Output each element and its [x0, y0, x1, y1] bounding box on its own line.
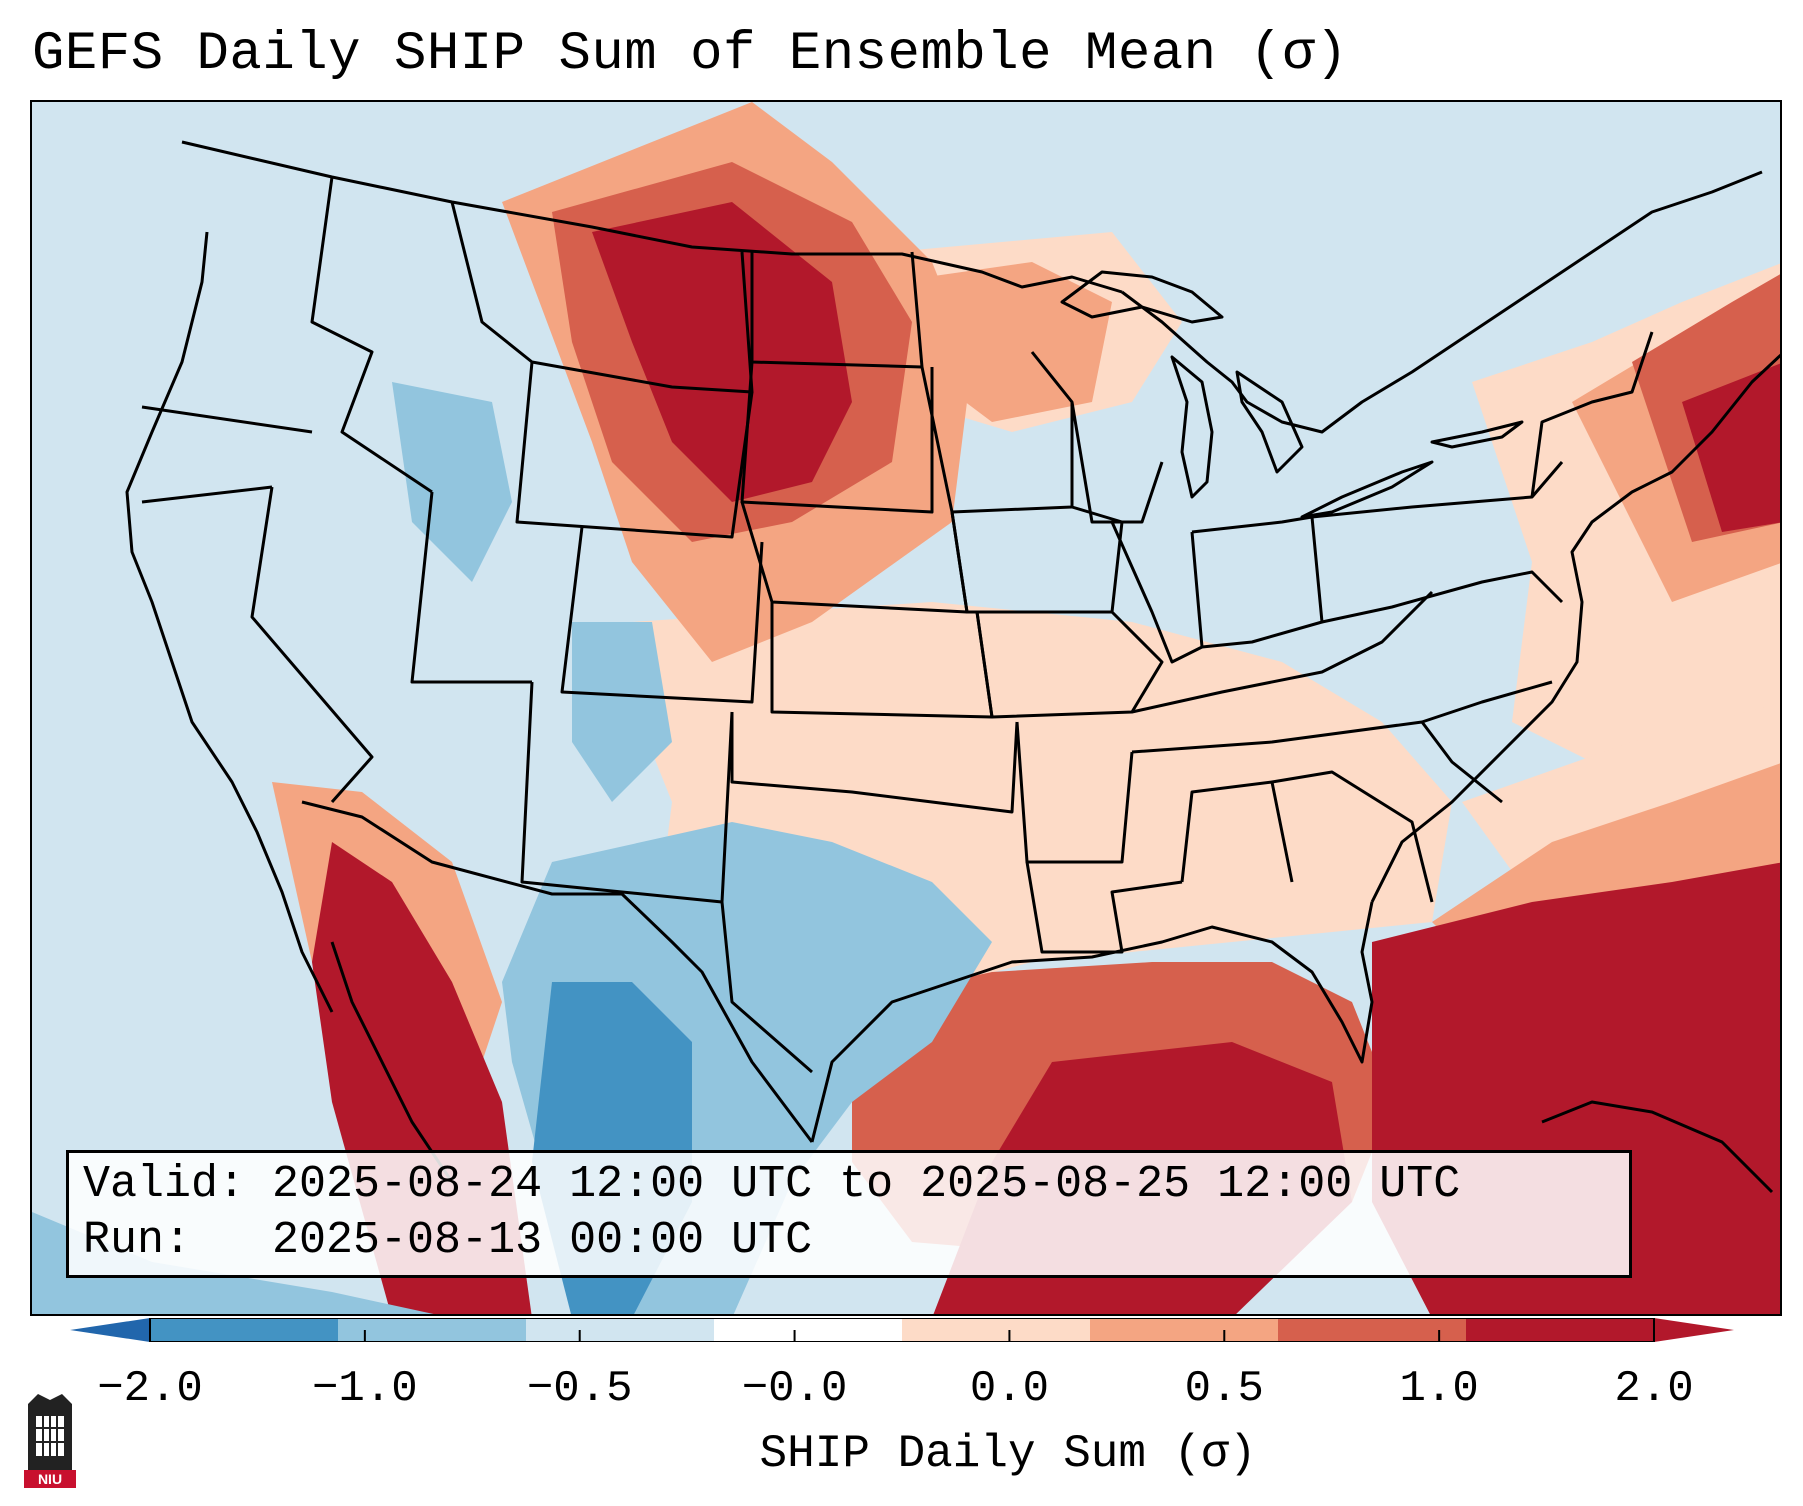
state-line-ms-al — [1180, 780, 1294, 883]
state-line-la-ms — [1025, 861, 1183, 954]
colorbar-cell — [338, 1318, 527, 1342]
colorbar-cell — [150, 1318, 339, 1342]
state-line-ut-co — [560, 526, 764, 704]
region-strong-positive-dakotas — [592, 202, 852, 502]
state-line-va — [1321, 570, 1564, 624]
us-canada-border — [181, 140, 1123, 294]
colorbar-tick-label: −0.0 — [741, 1364, 848, 1414]
state-line-pa-ny — [1311, 461, 1564, 519]
lake-erie — [1300, 460, 1434, 519]
colorbar-cell — [1466, 1318, 1655, 1342]
colorbar-tick-label: 1.0 — [1399, 1364, 1479, 1414]
state-line-sd — [740, 361, 934, 514]
colorbar-tick-label: −2.0 — [97, 1364, 203, 1414]
ship-map — [32, 102, 1780, 1314]
map-panel[interactable] — [30, 100, 1782, 1316]
east-coast — [1370, 353, 1780, 903]
valid-run-box: Valid: 2025-08-24 12:00 UTC to 2025-08-2… — [66, 1150, 1632, 1278]
valid-text: Valid: 2025-08-24 12:00 UTC to 2025-08-2… — [83, 1159, 1461, 1210]
state-line-nv-ut — [410, 491, 532, 684]
state-line-wa-or — [141, 405, 313, 434]
state-line-ca-nv — [250, 486, 374, 803]
region-weak-negative-colorado — [572, 622, 672, 802]
lake-michigan — [1170, 355, 1214, 499]
colorbar-cell — [714, 1318, 903, 1342]
state-line-az-nm — [520, 681, 734, 904]
state-line-ok-tx — [730, 712, 1019, 814]
state-borders — [125, 140, 1780, 1194]
great-lakes-outline — [1121, 170, 1763, 434]
state-line-wy — [515, 361, 754, 539]
colorbar — [70, 1318, 1734, 1342]
gulf-coast — [810, 901, 1374, 1143]
state-line-il-in — [1110, 521, 1204, 664]
colorbar-extend-low — [70, 1318, 150, 1342]
colorbar-cell — [1090, 1318, 1279, 1342]
state-line-nd — [750, 251, 924, 369]
colorbar-cell — [526, 1318, 715, 1342]
colorbar-cell — [1278, 1318, 1467, 1342]
colorbar-tick-label: −0.5 — [526, 1364, 633, 1414]
state-line-nc-sc — [1420, 721, 1503, 804]
lake-ontario — [1430, 420, 1524, 449]
region-weak-negative-idaho — [392, 382, 512, 582]
run-text: Run: 2025-08-13 00:00 UTC — [83, 1215, 813, 1266]
state-line-ga — [1271, 770, 1434, 903]
state-line-id — [310, 176, 433, 494]
chart-title: GEFS Daily SHIP Sum of Ensemble Mean (σ) — [32, 24, 1349, 85]
state-line-ar — [1015, 721, 1134, 864]
colorbar-cell — [902, 1318, 1091, 1342]
state-line-tx — [720, 901, 813, 1074]
west-coast — [125, 231, 334, 1013]
logo-text: NIU — [38, 1471, 62, 1487]
lake-huron — [1235, 370, 1304, 474]
region-weak-negative-pacific-south — [32, 1212, 434, 1314]
colorbar-tick-label: 0.0 — [969, 1364, 1050, 1414]
colorbar-tick-label: −1.0 — [312, 1364, 418, 1414]
colorbar-extend-high — [1654, 1318, 1734, 1342]
colorbar-tick-label: 0.5 — [1184, 1364, 1264, 1414]
state-line-oh — [1191, 515, 1324, 649]
state-line-or-ca — [141, 485, 273, 504]
baja-coast — [330, 941, 454, 1183]
region-strong-positive-gulf-of-maine — [1682, 363, 1780, 532]
us-mexico-border — [301, 800, 814, 1143]
state-line-ky-tn — [1131, 590, 1434, 714]
niu-logo: NIU — [24, 1394, 76, 1488]
lake-superior — [1060, 270, 1224, 324]
ship-field-layer — [32, 102, 1780, 1314]
state-line-new-england — [1530, 331, 1654, 498]
colorbar-label: SHIP Daily Sum (σ) — [759, 1428, 1257, 1480]
colorbar-tick-label: 2.0 — [1614, 1364, 1694, 1414]
state-line-wi-mi — [1070, 401, 1164, 524]
cuba — [1541, 1100, 1774, 1194]
